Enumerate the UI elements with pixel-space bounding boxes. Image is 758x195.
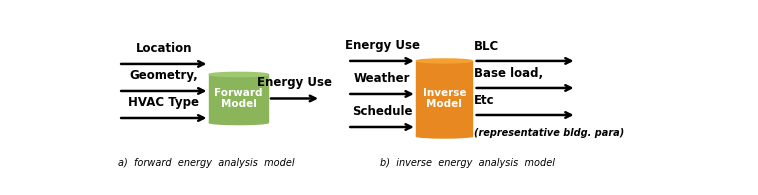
Text: Etc: Etc <box>474 94 494 107</box>
Text: Weather: Weather <box>354 72 410 85</box>
Text: b)  inverse  energy  analysis  model: b) inverse energy analysis model <box>381 158 556 168</box>
Text: (representative bldg. para): (representative bldg. para) <box>474 128 624 137</box>
Text: HVAC Type: HVAC Type <box>128 96 199 109</box>
Text: Geometry,: Geometry, <box>130 69 198 82</box>
Text: Energy Use: Energy Use <box>257 76 332 90</box>
Text: Energy Use: Energy Use <box>345 39 419 52</box>
Text: Schedule: Schedule <box>352 105 412 118</box>
Text: Base load,: Base load, <box>474 67 543 80</box>
Ellipse shape <box>416 134 472 138</box>
Ellipse shape <box>209 120 268 125</box>
Text: a)  forward  energy  analysis  model: a) forward energy analysis model <box>118 158 295 168</box>
Ellipse shape <box>209 72 268 77</box>
Ellipse shape <box>416 59 472 63</box>
Text: Forward
Model: Forward Model <box>215 88 263 109</box>
Text: Location: Location <box>136 42 192 55</box>
Text: BLC: BLC <box>474 40 499 53</box>
Bar <box>416 61 472 136</box>
Bar <box>209 74 268 122</box>
Text: Inverse
Model: Inverse Model <box>422 88 466 109</box>
